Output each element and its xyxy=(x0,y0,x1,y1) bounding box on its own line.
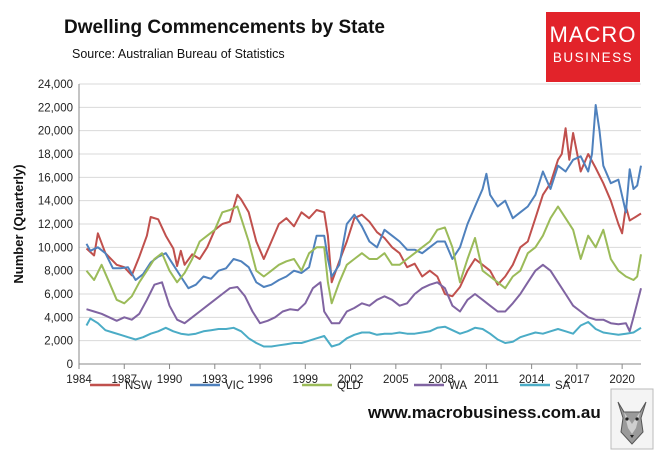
chart-title: Dwelling Commencements by State xyxy=(64,17,385,38)
legend-label-sa: SA xyxy=(555,380,571,392)
y-tick-label: 20,000 xyxy=(38,126,73,138)
y-tick-label: 14,000 xyxy=(38,196,73,208)
legend-label-qld: QLD xyxy=(337,380,361,392)
x-tick-label: 2005 xyxy=(383,374,409,386)
wolf-icon xyxy=(610,388,654,450)
y-tick-label: 10,000 xyxy=(38,242,73,254)
y-tick-label: 12,000 xyxy=(38,219,73,231)
legend-label-vic: VIC xyxy=(225,380,244,392)
x-tick-label: 1996 xyxy=(247,374,273,386)
x-tick-label: 1990 xyxy=(157,374,183,386)
y-tick-label: 16,000 xyxy=(38,172,73,184)
legend: NSW VIC QLD WA SA xyxy=(90,380,571,392)
macro-business-logo: MACRO BUSINESS xyxy=(546,12,640,82)
x-tick-label: 2014 xyxy=(519,374,545,386)
y-axis-label: Number (Quarterly) xyxy=(11,164,26,283)
y-tick-label: 18,000 xyxy=(38,149,73,161)
x-tick-label: 1987 xyxy=(111,374,137,386)
x-tick-label: 2011 xyxy=(474,374,499,386)
x-tick-label: 2017 xyxy=(564,374,590,386)
x-tick-label: 1993 xyxy=(202,374,228,386)
x-tick-label: 2020 xyxy=(609,374,635,386)
series-line-wa xyxy=(86,263,642,333)
x-tick-label: 1999 xyxy=(293,374,319,386)
chart-subtitle: Source: Australian Bureau of Statistics xyxy=(72,47,285,61)
y-tick-label: 22,000 xyxy=(38,102,73,114)
series-line-nsw xyxy=(85,127,642,298)
x-tick-label: 2002 xyxy=(338,374,364,386)
x-tick-labels: 1984 1987 1990 1993 1996 1999 2002 2005 2008 2011… xyxy=(66,374,635,386)
logo-line-1: MACRO xyxy=(549,22,637,47)
x-tick-label: 2008 xyxy=(428,374,454,386)
gridlines xyxy=(79,83,641,342)
series-line-qld xyxy=(85,205,642,305)
legend-label-wa: WA xyxy=(449,380,467,392)
website-url: www.macrobusiness.com.au xyxy=(368,403,601,422)
y-tick-label: 6,000 xyxy=(44,289,73,301)
y-tick-label: 4,000 xyxy=(44,312,73,324)
logo-line-2: BUSINESS xyxy=(552,50,634,65)
y-tick-label: 8,000 xyxy=(44,266,73,278)
axes xyxy=(78,84,641,369)
y-tick-labels: 0 2,000 4,000 6,000 8,000 10,000 12,000 14,000 1… xyxy=(38,79,73,371)
legend-label-nsw: NSW xyxy=(125,380,152,392)
series-lines xyxy=(85,104,642,348)
y-tick-label: 0 xyxy=(67,359,73,371)
x-tick-label: 1984 xyxy=(66,374,92,386)
y-tick-label: 24,000 xyxy=(38,79,73,91)
y-tick-label: 2,000 xyxy=(44,336,73,348)
series-line-vic xyxy=(85,104,642,290)
series-line-sa xyxy=(85,317,642,348)
